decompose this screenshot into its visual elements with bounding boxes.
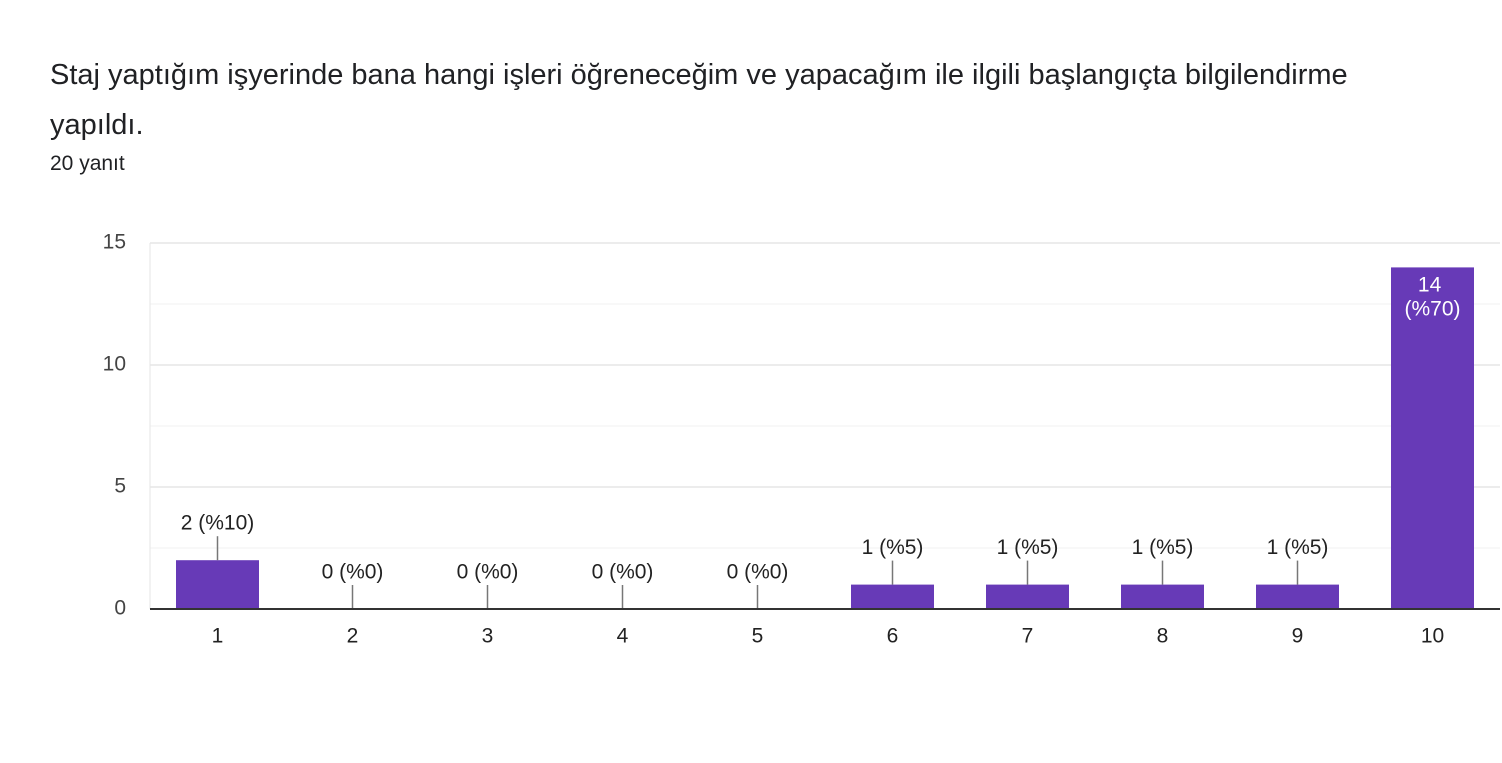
value-label: 0 (%0) — [592, 561, 654, 584]
value-label: 0 (%0) — [727, 561, 789, 584]
bar — [851, 584, 934, 609]
value-label: 0 (%0) — [322, 561, 384, 584]
bar — [176, 560, 259, 609]
x-tick-label: 2 — [347, 625, 359, 648]
y-tick-label: 10 — [103, 353, 126, 376]
bar — [986, 584, 1069, 609]
value-label: 1 (%5) — [862, 536, 924, 559]
y-tick-label: 0 — [114, 597, 126, 620]
bar — [1391, 267, 1474, 609]
chart-title: Staj yaptığım işyerinde bana hangi işler… — [50, 59, 1348, 141]
response-count: 20 yanıt — [50, 152, 125, 175]
x-tick-label: 3 — [482, 625, 494, 648]
value-label: 14 (%70) — [1404, 273, 1460, 320]
value-label: 1 (%5) — [1132, 536, 1194, 559]
x-tick-label: 6 — [887, 625, 899, 648]
x-tick-label: 7 — [1022, 625, 1034, 648]
y-tick-label: 5 — [114, 475, 126, 498]
x-tick-label: 4 — [617, 625, 629, 648]
x-tick-label: 5 — [752, 625, 764, 648]
x-tick-label: 9 — [1292, 625, 1304, 648]
value-label: 0 (%0) — [457, 561, 519, 584]
x-tick-label: 8 — [1157, 625, 1169, 648]
bar — [1256, 584, 1339, 609]
value-label: 2 (%10) — [181, 512, 255, 535]
bar — [1121, 584, 1204, 609]
x-tick-label: 10 — [1421, 625, 1444, 648]
value-label: 1 (%5) — [1267, 536, 1329, 559]
value-label: 1 (%5) — [997, 536, 1059, 559]
x-tick-label: 1 — [212, 625, 224, 648]
y-tick-label: 15 — [103, 231, 126, 254]
